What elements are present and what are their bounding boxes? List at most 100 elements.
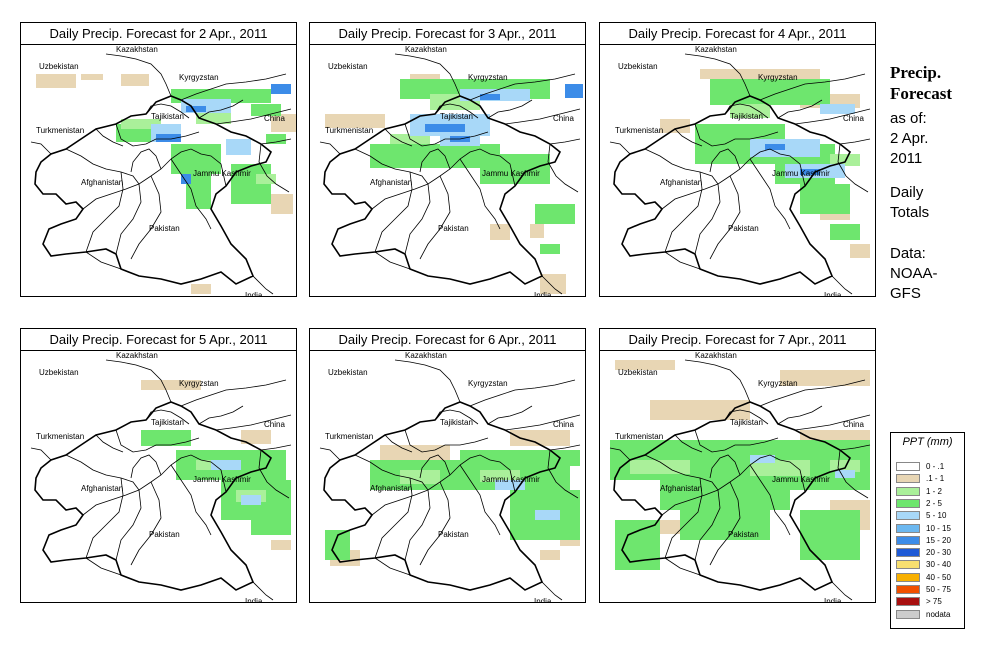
map-label-india: India (245, 597, 263, 602)
map-label-tajikistan: Tajikistan (151, 112, 184, 121)
precip-cell-lgreen (121, 119, 161, 129)
border-line (215, 414, 292, 431)
precip-cell-tan (191, 284, 211, 294)
map-label-india: India (245, 291, 263, 296)
map-label-turkmenistan: Turkmenistan (615, 126, 663, 135)
map-label-turkmenistan: Turkmenistan (325, 126, 373, 135)
map-label-jammu_kashmir: Jammu Kashmir (772, 475, 830, 484)
map-label-turkmenistan: Turkmenistan (325, 432, 373, 441)
map-label-pakistan: Pakistan (438, 224, 469, 233)
border-line (82, 148, 227, 210)
afghanistan-border (323, 401, 562, 591)
precip-cell-lblue (495, 480, 525, 490)
legend-swatch (896, 498, 920, 508)
border-line (469, 73, 576, 101)
border-line (709, 148, 741, 173)
border-line (419, 454, 451, 479)
precip-layer (36, 74, 296, 294)
precip-cell-mblue (565, 84, 583, 98)
precip-cell-tan (650, 400, 750, 420)
border-line (65, 148, 140, 185)
border-line (105, 53, 172, 97)
border-line (371, 148, 516, 210)
border-line (404, 183, 431, 255)
border-line (85, 477, 124, 559)
panel-title: Daily Precip. Forecast for 5 Apr., 2011 (21, 329, 296, 351)
precip-cell-green (535, 204, 575, 224)
forecast-map: Kazakhstan Uzbekistan Kyrgyzstan Tajikistan… (30, 351, 292, 602)
border-line (170, 158, 212, 230)
border-line (198, 405, 244, 425)
legend-swatch (896, 548, 920, 558)
precip-cell-tan (490, 224, 510, 240)
map-label-china: China (843, 420, 864, 429)
border-line (661, 148, 806, 210)
border-line (709, 175, 741, 260)
legend-label: 2 - 5 (926, 498, 943, 508)
precip-cell-mblue (186, 106, 206, 112)
map-label-turkmenistan: Turkmenistan (615, 432, 663, 441)
map-label-kazakhstan: Kazakhstan (116, 351, 158, 360)
map-label-kazakhstan: Kazakhstan (405, 351, 447, 360)
border-line (394, 359, 461, 403)
border-line (180, 379, 287, 407)
border-line (541, 581, 563, 601)
panel-title: Daily Precip. Forecast for 4 Apr., 2011 (600, 23, 875, 45)
border-line (831, 581, 853, 601)
border-line (664, 477, 703, 559)
border-line (674, 128, 703, 147)
border-line (374, 251, 411, 270)
border-line (661, 454, 806, 516)
daily-line: Daily (890, 184, 924, 201)
precip-cell-lgreen (256, 174, 276, 184)
border-line (694, 123, 779, 147)
border-line (709, 481, 741, 566)
precip-cell-lgreen (630, 460, 690, 474)
map-label-india: India (534, 291, 552, 296)
side-title-line: Precip. (890, 63, 942, 82)
border-line (374, 477, 413, 559)
border-line (115, 489, 142, 561)
border-line (644, 454, 719, 491)
map-label-afghanistan: Afghanistan (660, 178, 702, 187)
border-line (419, 148, 451, 173)
legend-label: 15 - 20 (926, 535, 951, 545)
border-line (547, 449, 579, 499)
map-label-kyrgyzstan: Kyrgyzstan (179, 73, 219, 82)
forecast-map: Kazakhstan Uzbekistan Kyrgyzstan Tajikistan… (609, 351, 871, 602)
map-label-tajikistan: Tajikistan (440, 418, 473, 427)
side-title-line: Forecast (890, 84, 952, 103)
border-line (694, 429, 779, 453)
border-line (434, 409, 479, 425)
border-line (434, 103, 479, 119)
border-line (794, 414, 871, 431)
border-line (404, 489, 431, 561)
as-of-date: as of: 2 Apr. 2011 (890, 109, 970, 169)
legend-label: 1 - 2 (926, 486, 943, 496)
map-label-pakistan: Pakistan (149, 224, 180, 233)
border-line (664, 251, 701, 270)
precip-cell-mblue (181, 174, 191, 184)
border-line (674, 434, 703, 453)
border-line (549, 444, 581, 451)
border-line (319, 447, 341, 461)
precip-cell-green (540, 244, 560, 254)
precip-cell-lblue (226, 139, 251, 155)
precip-cell-tan (850, 244, 870, 258)
precip-cell-lgreen (830, 460, 860, 472)
border-line (65, 454, 140, 491)
border-line (777, 99, 823, 119)
precip-cell-tan (700, 69, 820, 79)
legend-swatch (896, 535, 920, 545)
legend-label: > 75 (926, 597, 942, 607)
border-line (419, 175, 451, 260)
precip-cell-tan (540, 550, 560, 560)
map-label-kyrgyzstan: Kyrgyzstan (468, 379, 508, 388)
legend-swatch (896, 572, 920, 582)
border-line (549, 138, 581, 145)
precip-cell-tan (780, 370, 870, 386)
forecast-panel-6: Daily Precip. Forecast for 7 Apr., 2011 … (599, 328, 876, 603)
border-line (684, 359, 751, 403)
map-label-uzbekistan: Uzbekistan (328, 368, 368, 377)
precip-cell-green (800, 510, 860, 560)
